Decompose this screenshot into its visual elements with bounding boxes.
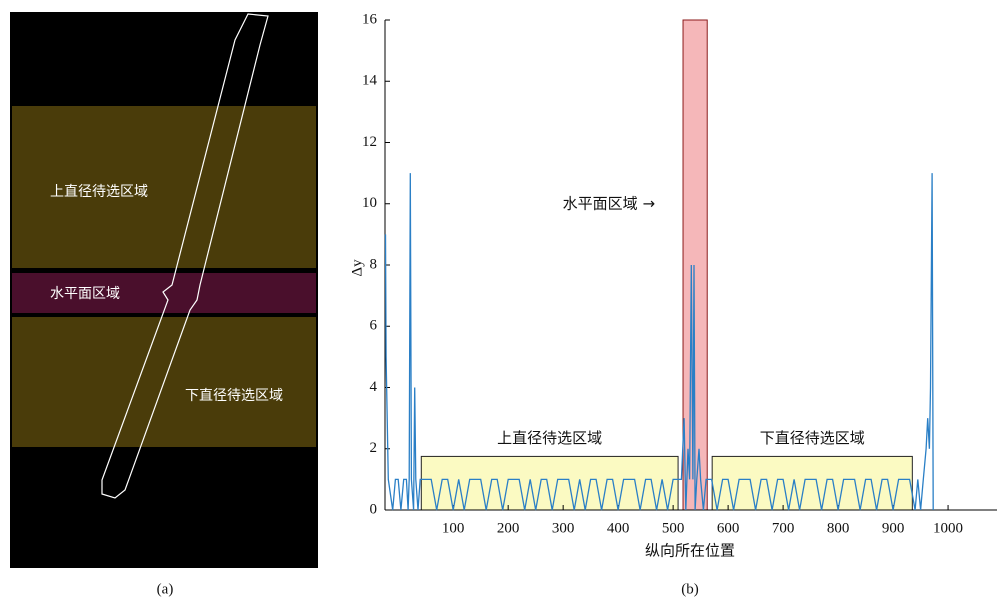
y-tick-label: 0 — [370, 501, 378, 517]
x-tick-label: 400 — [607, 520, 630, 536]
x-tick-label: 1000 — [933, 520, 963, 536]
figure: 上直径待选区域 水平面区域 下直径待选区域 (a) (b) 纵向所在位置 Δy … — [0, 0, 997, 603]
y-tick-label: 12 — [362, 134, 377, 150]
x-tick-label: 900 — [882, 520, 905, 536]
x-tick-label: 300 — [552, 520, 575, 536]
x-tick-label: 700 — [772, 520, 795, 536]
y-tick-label: 8 — [370, 256, 378, 272]
y-tick-label: 6 — [370, 318, 378, 334]
y-tick-label: 16 — [362, 11, 378, 27]
x-tick-label: 100 — [442, 520, 465, 536]
caption: (b) — [681, 581, 699, 597]
region-label: 上直径待选区域 — [50, 183, 148, 200]
y-tick-label: 14 — [362, 73, 378, 89]
panel-a: 上直径待选区域 水平面区域 下直径待选区域 (a) — [10, 12, 318, 597]
x-axis-label: 纵向所在位置 — [645, 542, 735, 559]
x-tick-label: 800 — [827, 520, 850, 536]
region-label: 水平面区域 — [50, 286, 120, 302]
region-label: 上直径待选区域 — [497, 429, 602, 447]
caption: (a) — [157, 581, 174, 597]
y-axis-label: Δy — [349, 259, 365, 277]
x-tick-label: 500 — [662, 520, 685, 536]
region — [712, 456, 912, 510]
x-tick-label: 200 — [497, 520, 520, 536]
region-label: 下直径待选区域 — [185, 387, 283, 404]
x-tick-label: 600 — [717, 520, 740, 536]
y-tick-label: 2 — [370, 440, 378, 456]
y-tick-label: 4 — [370, 379, 378, 395]
region-label: 下直径待选区域 — [760, 429, 865, 447]
y-tick-label: 10 — [362, 195, 377, 211]
annotation: 水平面区域 → — [563, 194, 655, 212]
